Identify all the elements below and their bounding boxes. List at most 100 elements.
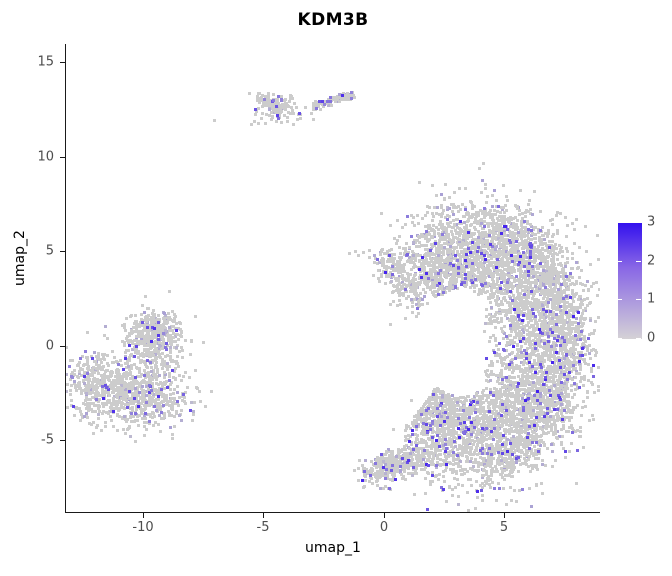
scatter-point: [459, 219, 463, 223]
scatter-point: [480, 252, 484, 256]
scatter-point: [181, 355, 185, 359]
scatter-point: [121, 323, 125, 327]
scatter-point: [451, 264, 455, 268]
scatter-point: [484, 183, 488, 187]
scatter-point: [102, 372, 106, 376]
scatter-point: [143, 407, 147, 411]
scatter-point: [120, 387, 124, 391]
scatter-point: [405, 241, 409, 245]
scatter-point: [189, 400, 193, 404]
scatter-point: [175, 329, 179, 333]
scatter-point: [182, 400, 186, 404]
scatter-point: [175, 410, 179, 414]
scatter-point: [152, 341, 156, 345]
scatter-point: [562, 408, 566, 412]
scatter-point: [148, 395, 152, 399]
scatter-point: [140, 372, 144, 376]
scatter-point: [130, 386, 134, 390]
scatter-point: [141, 303, 145, 307]
scatter-point: [163, 326, 167, 330]
scatter-point: [126, 402, 130, 406]
scatter-point: [149, 391, 153, 395]
scatter-point: [123, 402, 127, 406]
scatter-point: [153, 364, 157, 368]
scatter-point: [481, 287, 485, 291]
scatter-point: [180, 331, 184, 335]
scatter-point: [77, 360, 81, 364]
scatter-point: [160, 367, 164, 371]
scatter-point: [415, 424, 419, 428]
scatter-point: [169, 382, 173, 386]
scatter-point: [101, 394, 105, 398]
scatter-point: [97, 403, 101, 407]
scatter-point: [177, 374, 181, 378]
scatter-point: [112, 386, 116, 390]
scatter-point: [123, 391, 127, 395]
scatter-point: [270, 114, 274, 118]
scatter-point: [566, 249, 570, 253]
scatter-point: [178, 395, 182, 399]
scatter-point: [442, 291, 446, 295]
scatter-point: [289, 97, 293, 101]
scatter-point: [80, 388, 84, 392]
scatter-point: [298, 112, 301, 116]
scatter-point: [151, 388, 155, 392]
scatter-point: [590, 414, 594, 418]
scatter-point: [182, 393, 186, 397]
scatter-point: [91, 390, 95, 394]
scatter-point: [167, 315, 171, 319]
scatter-point: [100, 365, 104, 369]
scatter-point: [151, 319, 155, 323]
scatter-point: [492, 487, 496, 491]
scatter-point: [82, 382, 86, 386]
scatter-point: [136, 343, 140, 347]
scatter-point: [168, 317, 172, 321]
scatter-point: [82, 362, 86, 366]
scatter-point: [138, 324, 142, 328]
scatter-point: [144, 380, 148, 384]
scatter-point: [269, 117, 273, 121]
scatter-point: [509, 324, 513, 328]
scatter-point: [142, 349, 146, 353]
scatter-point: [496, 294, 500, 298]
scatter-point: [107, 385, 111, 389]
scatter-point: [459, 465, 463, 469]
scatter-point: [120, 417, 124, 421]
scatter-point: [97, 412, 101, 416]
scatter-point: [192, 401, 196, 405]
scatter-point: [119, 377, 123, 381]
scatter-point: [74, 406, 78, 410]
scatter-point: [151, 354, 155, 358]
scatter-point: [123, 343, 127, 347]
scatter-point: [104, 386, 108, 390]
scatter-point: [66, 373, 69, 377]
scatter-point: [481, 390, 485, 394]
scatter-point: [105, 336, 109, 340]
scatter-point: [411, 432, 415, 436]
scatter-point: [253, 113, 257, 117]
scatter-point: [481, 452, 485, 456]
scatter-point: [183, 391, 187, 395]
scatter-point: [424, 214, 428, 218]
scatter-point: [171, 310, 175, 314]
scatter-point: [155, 401, 159, 405]
scatter-point: [162, 392, 166, 396]
scatter-point: [461, 440, 465, 444]
scatter-point: [128, 371, 132, 375]
scatter-point: [114, 388, 118, 392]
scatter-point: [143, 425, 147, 429]
scatter-point: [151, 334, 155, 338]
scatter-point: [155, 381, 159, 385]
scatter-point: [480, 494, 484, 498]
scatter-point: [434, 193, 438, 197]
scatter-point: [338, 98, 342, 102]
scatter-point: [596, 257, 600, 261]
scatter-point: [148, 354, 152, 358]
scatter-point: [551, 361, 555, 365]
scatter-point: [124, 355, 128, 359]
scatter-point: [98, 367, 102, 371]
scatter-point: [122, 381, 126, 385]
scatter-point: [159, 326, 163, 330]
scatter-point: [123, 417, 127, 421]
scatter-point: [175, 359, 179, 363]
